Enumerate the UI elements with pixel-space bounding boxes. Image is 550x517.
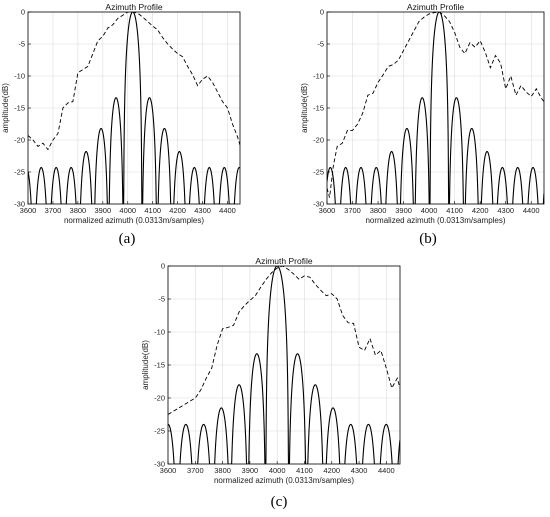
chart-title: Azimuth Profile [105, 2, 162, 12]
y-tick-label: 0 [161, 262, 165, 271]
series-line-solid [327, 12, 544, 204]
panel-a: 3600 3700 3800 3900 4000 4100 4200 4300 4400 0 -5 -… [1, 2, 241, 247]
y-tick-label: 0 [320, 8, 324, 17]
y-tick-label: -10 [14, 72, 25, 81]
x-tick-label: 4300 [194, 206, 211, 215]
x-tick-label: 3700 [45, 206, 62, 215]
series-line-solid [168, 266, 400, 464]
x-tick-label: 3800 [214, 466, 231, 475]
x-tick-label: 4300 [497, 206, 514, 215]
series-line-solid [28, 12, 240, 204]
y-tick-label: -25 [14, 168, 25, 177]
x-axis-label: normalized azimuth (0.0313m/samples) [365, 216, 505, 225]
y-axis-label: amplitude(dB) [1, 83, 10, 133]
y-tick-label: -15 [14, 104, 25, 113]
y-tick-label: -5 [18, 40, 25, 49]
panel-caption: (c) [271, 494, 288, 510]
x-tick-label: 4100 [296, 466, 313, 475]
x-tick-label: 4200 [323, 466, 340, 475]
x-axis-label: normalized azimuth (0.0313m/samples) [64, 216, 204, 225]
y-tick-label: -30 [154, 460, 165, 469]
y-tick-label: -20 [154, 394, 165, 403]
x-tick-label: 3600 [20, 206, 37, 215]
x-tick-label: 3900 [94, 206, 111, 215]
series-line-dashed [327, 12, 544, 198]
y-tick-label: -10 [313, 72, 324, 81]
y-tick-label: -25 [154, 427, 165, 436]
series-line-dashed [28, 12, 240, 151]
x-tick-label: 4100 [446, 206, 463, 215]
y-tick-label: -10 [154, 328, 165, 337]
x-tick-label: 4000 [269, 466, 286, 475]
y-tick-label: -20 [313, 136, 324, 145]
x-tick-label: 4200 [169, 206, 186, 215]
y-tick-label: -15 [313, 104, 324, 113]
y-tick-label: -15 [154, 361, 165, 370]
y-tick-label: -25 [313, 168, 324, 177]
x-tick-label: 3800 [370, 206, 387, 215]
y-tick-label: -30 [14, 200, 25, 209]
y-tick-label: -5 [317, 40, 324, 49]
x-tick-label: 4300 [351, 466, 368, 475]
x-tick-label: 4000 [421, 206, 438, 215]
x-axis-label: normalized azimuth (0.0313m/samples) [214, 476, 354, 485]
x-tick-label: 4400 [378, 466, 395, 475]
x-tick-label: 4000 [119, 206, 136, 215]
x-tick-label: 3700 [344, 206, 361, 215]
x-tick-label: 4100 [144, 206, 161, 215]
x-tick-label: 3600 [319, 206, 336, 215]
panel-c: 3600 3700 3800 3900 4000 4100 4200 4300 4400 0 -5 -… [141, 256, 401, 510]
x-tick-label: 4400 [219, 206, 236, 215]
y-axis-label: amplitude(dB) [141, 340, 150, 390]
panel-caption: (b) [419, 231, 437, 247]
chart-title: Azimuth Profile [255, 256, 312, 266]
x-tick-label: 3700 [187, 466, 204, 475]
y-tick-label: -30 [313, 200, 324, 209]
x-tick-label: 4200 [472, 206, 489, 215]
x-tick-label: 3800 [70, 206, 87, 215]
x-tick-label: 4400 [523, 206, 540, 215]
panel-b: 3600 3700 3800 3900 4000 4100 4200 4300 4400 0 -5 -… [300, 2, 545, 247]
chart-title: Azimuth Profile [407, 2, 464, 12]
y-tick-label: 0 [21, 8, 25, 17]
y-tick-label: -5 [158, 295, 165, 304]
y-axis-label: amplitude(dB) [300, 83, 309, 133]
x-tick-label: 3900 [395, 206, 412, 215]
y-tick-label: -20 [14, 136, 25, 145]
x-tick-label: 3600 [160, 466, 177, 475]
panel-caption: (a) [119, 231, 136, 247]
x-tick-label: 3900 [242, 466, 259, 475]
